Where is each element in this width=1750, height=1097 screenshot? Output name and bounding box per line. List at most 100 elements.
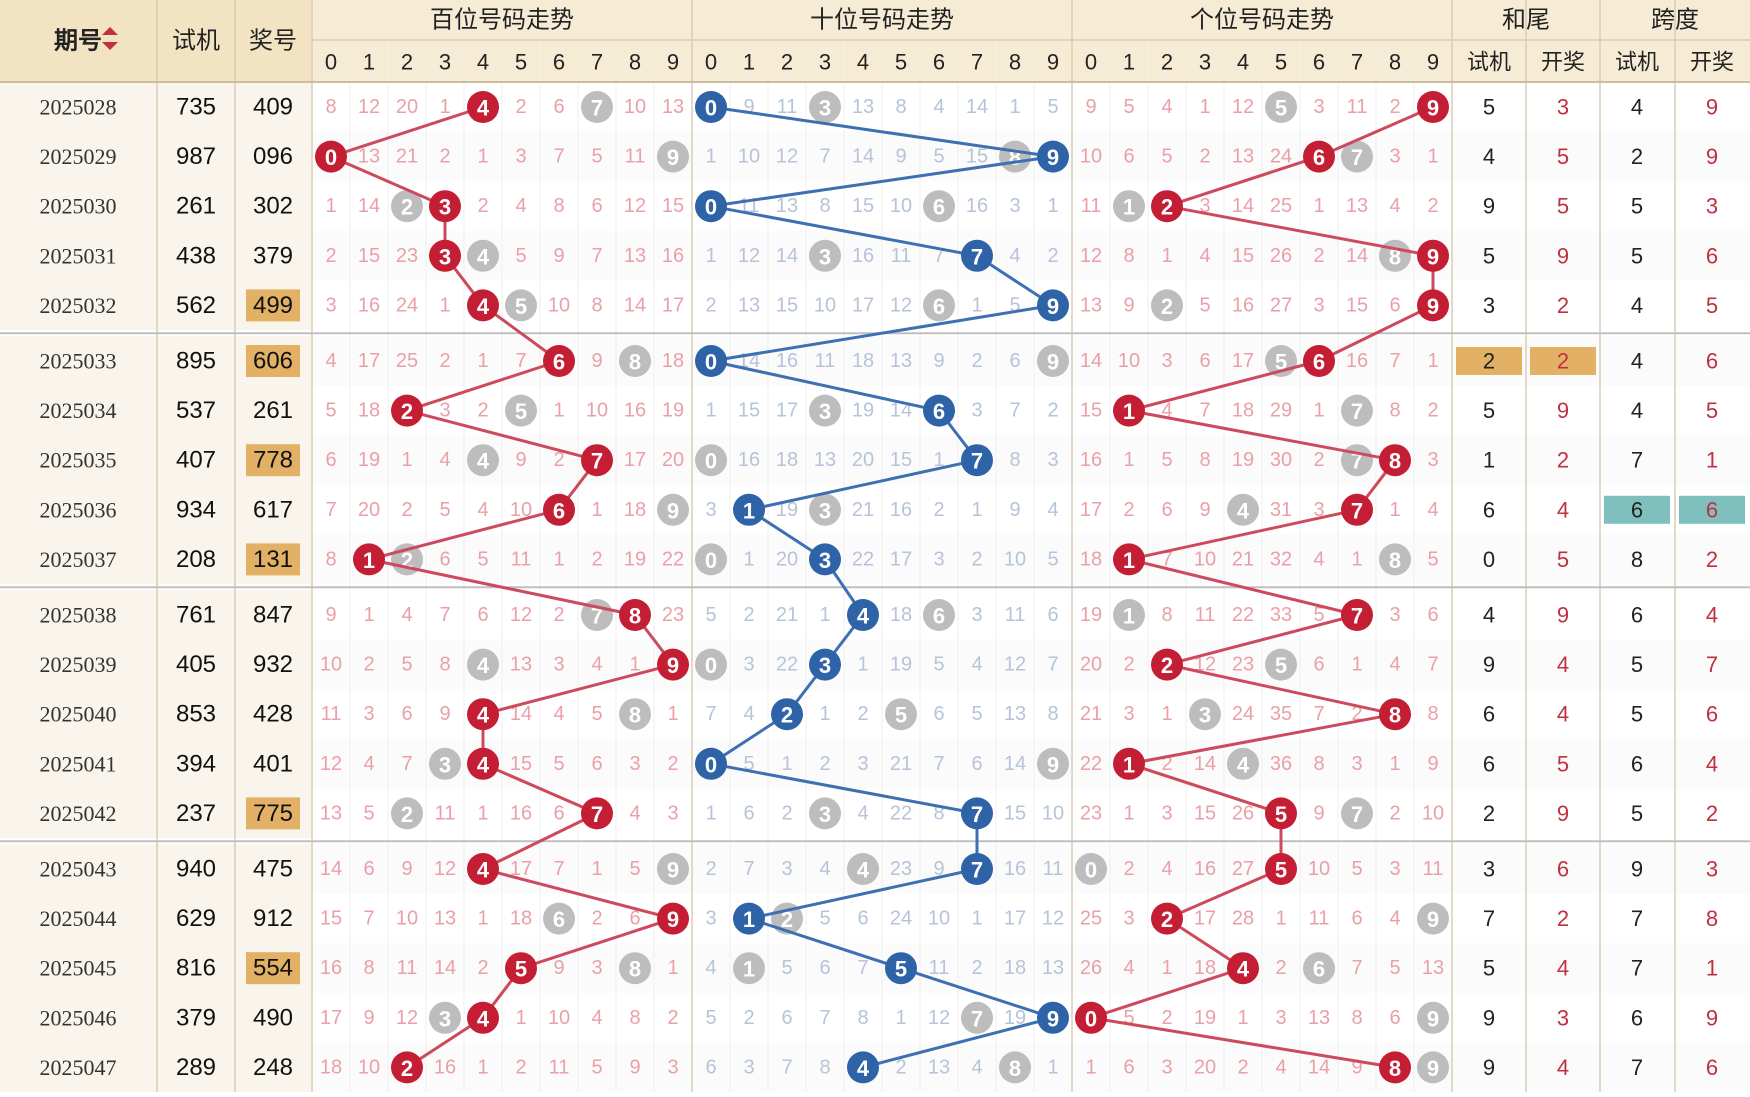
trial-ball [391,797,423,830]
trial-ball-label: 2 [1161,294,1173,319]
omission-value: 6 [591,753,602,775]
omission-value: 27 [1270,294,1292,316]
omission-value: 2 [1275,957,1286,979]
omission-value: 12 [358,96,380,118]
award-number-cell: 475 [253,856,293,883]
omission-value: 13 [358,146,380,168]
award-highlight [246,345,300,377]
omission-value: 6 [857,908,868,930]
omission-value: 1 [857,654,868,676]
trial-ball [1227,493,1259,526]
span-open-cell: 9 [1706,1005,1718,1030]
omission-value: 6 [553,96,564,118]
omission-value: 12 [890,294,912,316]
sum-open-cell: 4 [1557,702,1569,727]
award-highlight [246,797,300,830]
omission-value: 5 [933,146,944,168]
omission-value: 2 [705,294,716,316]
omission-value: 3 [1389,858,1400,880]
digit-column-label: 4 [1237,50,1249,75]
omission-value: 2 [515,96,526,118]
trial-ball [809,493,841,526]
omission-value: 11 [435,802,456,824]
omission-value: 9 [401,858,412,880]
award-number-cell: 775 [253,800,293,827]
omission-value: 1 [1389,499,1400,521]
omission-value: 11 [891,245,912,267]
omission-value: 12 [1004,654,1026,676]
award-number-cell: 302 [253,193,293,220]
omission-value: 9 [439,703,450,725]
omission-value: 3 [743,1056,754,1078]
omission-value: 12 [776,146,798,168]
omission-value: 1 [325,195,336,217]
omission-value: 14 [320,858,342,880]
omission-value: 12 [1042,908,1064,930]
drawn-ball-label: 7 [591,802,603,827]
drawn-ball-label: 7 [971,802,983,827]
omission-value: 5 [1123,1007,1134,1029]
omission-value: 5 [363,802,374,824]
digit-column-label: 4 [477,50,489,75]
award-number-cell: 912 [253,905,293,932]
sum-open-cell: 9 [1557,398,1569,423]
trial-ball [847,853,879,885]
sum-open-cell: 4 [1557,652,1569,677]
omission-value: 5 [1009,294,1020,316]
omission-value: 8 [591,294,602,316]
trial-ball [657,493,689,526]
drawn-ball [429,239,461,272]
omission-value: 24 [1232,703,1254,725]
omission-value: 11 [511,548,532,570]
omission-value: 14 [358,195,380,217]
omission-value: 1 [477,1056,488,1078]
omission-value: 16 [890,499,912,521]
award-highlight [246,952,300,985]
omission-value: 17 [624,449,646,471]
omission-value: 6 [781,1007,792,1029]
drawn-ball-label: 9 [667,653,679,678]
trial-ball-label: 7 [591,604,603,629]
omission-value: 1 [477,146,488,168]
omission-value: 5 [1047,96,1058,118]
omission-value: 36 [1270,753,1292,775]
span-open-subheader: 开奖 [1690,50,1734,75]
omission-value: 9 [1123,294,1134,316]
trial-ball-label: 5 [515,399,527,424]
drawn-ball [467,289,499,322]
drawn-ball-label: 8 [1389,449,1401,474]
trial-number-cell: 537 [176,397,216,424]
omission-value: 2 [1313,245,1324,267]
sum-trial-cell: 9 [1483,1005,1495,1030]
sum-trial-subheader: 试机 [1467,50,1511,75]
drawn-ball-label: 1 [743,907,755,932]
drawn-ball-label: 0 [705,195,717,220]
trial-ball-label: 7 [1351,802,1363,827]
omission-value: 5 [1351,858,1362,880]
omission-value: 4 [971,654,982,676]
omission-value: 3 [439,400,450,422]
omission-value: 21 [852,499,874,521]
trial-ball-label: 6 [933,195,945,220]
digit-column-label: 8 [1389,50,1401,75]
omission-value: 22 [776,654,798,676]
omission-value: 9 [895,146,906,168]
drawn-ball [353,543,385,576]
omission-value: 6 [439,548,450,570]
omission-value: 10 [548,294,570,316]
trial-ball-label: 4 [857,858,870,883]
drawn-ball [1151,902,1183,935]
omission-value: 18 [1194,957,1216,979]
trial-ball [467,444,499,477]
sum-open-cell: 9 [1557,243,1569,268]
omission-value: 7 [515,350,526,372]
sort-updown-icon[interactable] [102,27,118,50]
omission-value: 2 [477,195,488,217]
omission-value: 8 [1047,703,1058,725]
omission-value: 16 [966,195,988,217]
drawn-ball-label: 6 [933,399,945,424]
span-trial-cell: 7 [1631,448,1643,473]
trial-ball-label: 4 [1237,498,1250,523]
omission-value: 5 [553,753,564,775]
sum-open-cell: 9 [1557,801,1569,826]
